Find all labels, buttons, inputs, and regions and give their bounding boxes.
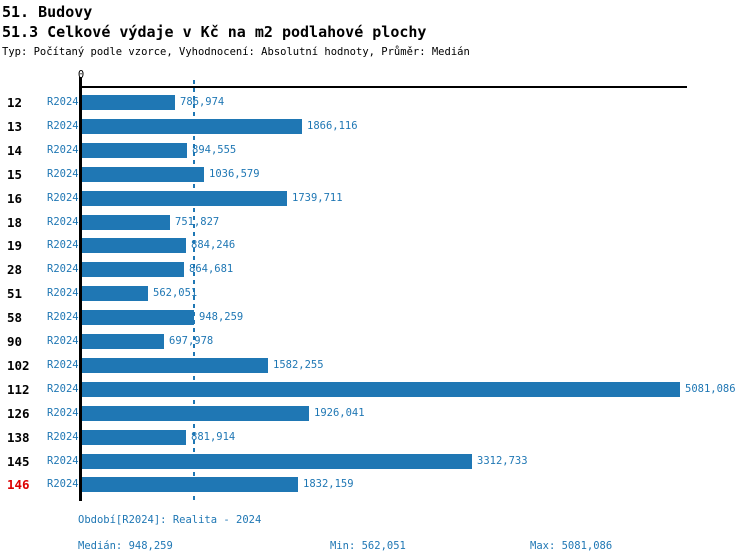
chart-row: 90 R2024 697,978 — [0, 334, 750, 349]
bar — [82, 382, 680, 397]
chart-row: 16 R2024 1739,711 — [0, 191, 750, 206]
x-axis-line — [79, 86, 687, 88]
chart-row: 126 R2024 1926,041 — [0, 406, 750, 421]
row-series-label: R2024 — [47, 144, 79, 156]
row-category-label: 145 — [7, 454, 30, 469]
row-category-label: 16 — [7, 191, 23, 206]
row-series-label: R2024 — [47, 311, 79, 323]
bar — [82, 406, 309, 421]
bar — [82, 95, 175, 110]
bar-value-label: 751,827 — [175, 216, 220, 228]
bar-value-label: 1866,116 — [307, 120, 358, 132]
bar-value-label: 884,246 — [191, 239, 236, 251]
bar-value-label: 3312,733 — [477, 455, 528, 467]
chart-row: 14 R2024 894,555 — [0, 143, 750, 158]
row-series-label: R2024 — [47, 407, 79, 419]
bar — [82, 119, 302, 134]
bar-value-label: 1036,579 — [209, 168, 260, 180]
bar — [82, 286, 148, 301]
row-category-label: 18 — [7, 215, 23, 230]
row-series-label: R2024 — [47, 335, 79, 347]
bar — [82, 358, 268, 373]
row-series-label: R2024 — [47, 168, 79, 180]
row-category-label: 19 — [7, 238, 23, 253]
row-series-label: R2024 — [47, 478, 79, 490]
bar — [82, 167, 204, 182]
row-category-label: 51 — [7, 286, 23, 301]
page-title: 51. Budovy — [2, 3, 93, 21]
row-category-label: 58 — [7, 310, 23, 325]
bar-value-label: 1926,041 — [314, 407, 365, 419]
bar — [82, 143, 187, 158]
row-category-label: 138 — [7, 430, 30, 445]
chart-row: 138 R2024 881,914 — [0, 430, 750, 445]
row-category-label: 14 — [7, 143, 23, 158]
row-series-label: R2024 — [47, 120, 79, 132]
row-series-label: R2024 — [47, 359, 79, 371]
bar-value-label: 562,051 — [153, 287, 198, 299]
row-category-label: 126 — [7, 406, 30, 421]
chart-title: 51.3 Celkové výdaje v Kč na m2 podlahové… — [2, 23, 427, 41]
chart-row: 112 R2024 5081,086 — [0, 382, 750, 397]
bar — [82, 454, 472, 469]
y-axis-line — [79, 77, 82, 501]
footer-period-label: Období[R2024]: Realita - 2024 — [78, 514, 262, 526]
row-series-label: R2024 — [47, 431, 79, 443]
chart-meta-line: Typ: Počítaný podle vzorce, Vyhodnocení:… — [2, 46, 470, 58]
bar-value-label: 786,974 — [180, 96, 225, 108]
bar-value-label: 881,914 — [191, 431, 236, 443]
chart-row: 58 R2024 948,259 — [0, 310, 750, 325]
bar — [82, 310, 194, 325]
chart-row: 19 R2024 884,246 — [0, 238, 750, 253]
x-axis-zero-label: 0 — [77, 69, 85, 81]
bar-value-label: 948,259 — [199, 311, 244, 323]
bar — [82, 215, 170, 230]
row-series-label: R2024 — [47, 383, 79, 395]
footer-median-label: Medián: 948,259 — [78, 540, 173, 552]
row-series-label: R2024 — [47, 287, 79, 299]
bar-value-label: 864,681 — [189, 263, 234, 275]
row-category-label: 12 — [7, 95, 23, 110]
row-series-label: R2024 — [47, 455, 79, 467]
chart-row: 51 R2024 562,051 — [0, 286, 750, 301]
row-category-label: 15 — [7, 167, 23, 182]
chart-row: 145 R2024 3312,733 — [0, 454, 750, 469]
row-series-label: R2024 — [47, 263, 79, 275]
footer-max-label: Max: 5081,086 — [530, 540, 613, 552]
chart-row: 15 R2024 1036,579 — [0, 167, 750, 182]
chart-row: 18 R2024 751,827 — [0, 215, 750, 230]
bar — [82, 477, 298, 492]
bar-value-label: 1739,711 — [292, 192, 343, 204]
bar — [82, 191, 287, 206]
row-category-label: 102 — [7, 358, 30, 373]
row-series-label: R2024 — [47, 216, 79, 228]
chart-row: 13 R2024 1866,116 — [0, 119, 750, 134]
bar — [82, 262, 184, 277]
bar — [82, 238, 186, 253]
median-reference-line — [193, 80, 195, 504]
chart-row: 28 R2024 864,681 — [0, 262, 750, 277]
chart-row: 146 R2024 1832,159 — [0, 477, 750, 492]
row-series-label: R2024 — [47, 96, 79, 108]
bar — [82, 430, 186, 445]
row-category-label: 112 — [7, 382, 30, 397]
bar-value-label: 5081,086 — [685, 383, 736, 395]
row-series-label: R2024 — [47, 239, 79, 251]
row-category-label: 90 — [7, 334, 23, 349]
bar — [82, 334, 164, 349]
row-category-label: 28 — [7, 262, 23, 277]
footer-min-label: Min: 562,051 — [330, 540, 406, 552]
bar-value-label: 894,555 — [192, 144, 237, 156]
bar-value-label: 1582,255 — [273, 359, 324, 371]
row-category-label: 13 — [7, 119, 23, 134]
chart-row: 102 R2024 1582,255 — [0, 358, 750, 373]
chart-row: 12 R2024 786,974 — [0, 95, 750, 110]
bar-value-label: 1832,159 — [303, 478, 354, 490]
bar-value-label: 697,978 — [169, 335, 214, 347]
row-category-label: 146 — [7, 477, 30, 492]
row-series-label: R2024 — [47, 192, 79, 204]
